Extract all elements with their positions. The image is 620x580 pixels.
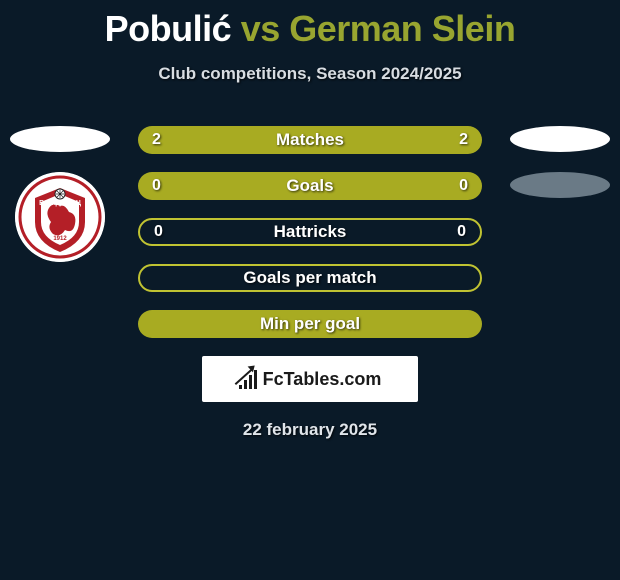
stat-label: Goals per match <box>243 268 376 288</box>
title-player1: Pobulić <box>105 8 232 49</box>
title-player2: German Slein <box>289 8 515 49</box>
right-side-column <box>500 126 620 198</box>
team-oval-placeholder <box>10 126 110 152</box>
watermark-text: FcTables.com <box>263 369 382 390</box>
stat-row: 0 Goals 0 <box>138 172 482 200</box>
stat-row: 2 Matches 2 <box>138 126 482 154</box>
comparison-layout: ВОЖДОВАЦ 1912 2 Matches 2 0 Goals 0 0 Hattricks… <box>0 126 620 440</box>
stat-label: Min per goal <box>260 314 360 334</box>
stat-row: Goals per match <box>138 264 482 292</box>
stat-label: Hattricks <box>274 222 347 242</box>
stat-right-value: 2 <box>459 131 468 149</box>
stat-left-value: 0 <box>154 223 163 241</box>
left-side-column: ВОЖДОВАЦ 1912 <box>0 126 120 262</box>
stat-right-value: 0 <box>459 177 468 195</box>
stat-rows: 2 Matches 2 0 Goals 0 0 Hattricks 0 Goals per mat… <box>138 126 482 338</box>
stat-right-value: 0 <box>457 223 466 241</box>
title-vs: vs <box>231 8 289 49</box>
watermark-chart-icon <box>239 369 257 389</box>
stat-left-value: 2 <box>152 131 161 149</box>
team-oval-placeholder <box>510 172 610 198</box>
stat-row: 0 Hattricks 0 <box>138 218 482 246</box>
page-title: Pobulić vs German Slein <box>0 0 620 50</box>
svg-text:ВОЖДОВАЦ: ВОЖДОВАЦ <box>39 200 82 207</box>
date-label: 22 february 2025 <box>0 420 620 440</box>
stat-label: Goals <box>286 176 333 196</box>
watermark-badge: FcTables.com <box>202 356 418 402</box>
stat-row: Min per goal <box>138 310 482 338</box>
subtitle: Club competitions, Season 2024/2025 <box>0 64 620 84</box>
stat-left-value: 0 <box>152 177 161 195</box>
club-crest-icon: ВОЖДОВАЦ 1912 <box>15 172 105 262</box>
team-oval-placeholder <box>510 126 610 152</box>
stat-label: Matches <box>276 130 344 150</box>
svg-text:1912: 1912 <box>53 236 67 242</box>
